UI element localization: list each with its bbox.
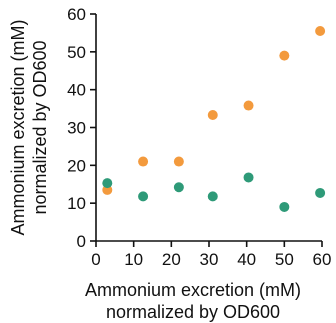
- y-axis-title-line-2: normalized by OD600: [30, 40, 50, 214]
- x-tick-label: 30: [200, 250, 219, 269]
- x-axis-ticks: 0 10 20 30 40 50 60: [91, 241, 331, 269]
- data-point: [207, 110, 218, 121]
- x-tick-label: 60: [313, 250, 332, 269]
- x-tick-label: 10: [124, 250, 143, 269]
- data-point: [173, 182, 184, 193]
- y-tick-label: 30: [67, 119, 86, 138]
- data-point: [102, 178, 113, 189]
- y-tick-label: 60: [67, 5, 86, 24]
- y-axis-title-line-1: Ammonium excretion (mM): [8, 19, 28, 235]
- y-tick-label: 0: [77, 232, 86, 251]
- data-points: [102, 26, 326, 212]
- data-point: [279, 201, 290, 212]
- data-point: [243, 172, 254, 183]
- data-point: [279, 50, 290, 61]
- y-tick-label: 50: [67, 43, 86, 62]
- y-axis-ticks: 0 10 20 30 40 50 60: [67, 5, 96, 251]
- x-axis-title-line-2: normalized by OD600: [106, 302, 280, 322]
- data-point: [207, 191, 218, 202]
- y-tick-label: 10: [67, 194, 86, 213]
- x-tick-label: 50: [275, 250, 294, 269]
- data-point: [315, 187, 326, 198]
- y-tick-label: 40: [67, 81, 86, 100]
- data-point: [173, 156, 184, 167]
- y-tick-label: 20: [67, 156, 86, 175]
- x-tick-label: 40: [237, 250, 256, 269]
- x-tick-label: 20: [162, 250, 181, 269]
- x-axis-title-line-1: Ammonium excretion (mM): [85, 280, 301, 300]
- data-point: [138, 191, 149, 202]
- data-point: [243, 100, 254, 111]
- x-tick-label: 0: [91, 250, 100, 269]
- data-point: [138, 156, 149, 167]
- data-point: [315, 26, 326, 37]
